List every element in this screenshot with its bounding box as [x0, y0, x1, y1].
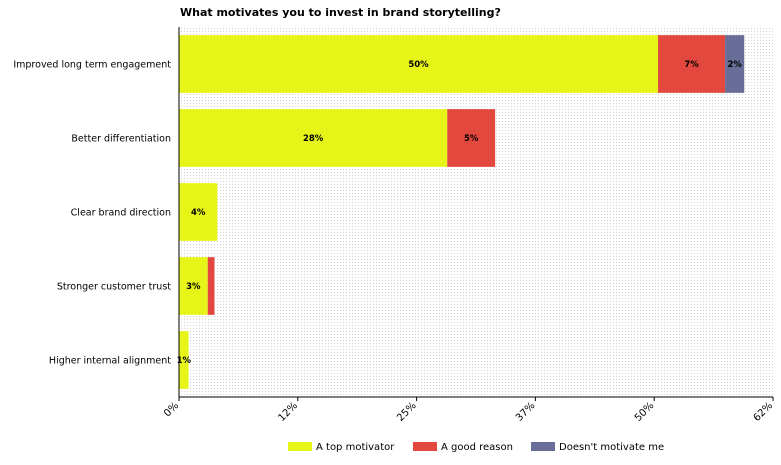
legend-label-0: A top motivator: [316, 442, 395, 453]
bar-4-series-0: [179, 331, 189, 389]
x-tick-label: 12%: [276, 400, 300, 424]
category-label: Higher internal alignment: [49, 356, 171, 367]
bar-0-series-2: [725, 35, 745, 93]
legend-label-2: Doesn't motivate me: [559, 442, 664, 453]
category-label: Clear brand direction: [71, 208, 171, 219]
data-label-0-series-0: 50%: [408, 60, 429, 70]
x-tick-label: 50%: [633, 400, 657, 424]
bar-3-series-1: [207, 257, 215, 315]
bar-3-series-0: [179, 257, 208, 315]
x-tick-label: 25%: [395, 400, 419, 424]
bar-1-series-0: [179, 109, 448, 167]
data-label-3-series-0: 3%: [186, 282, 201, 292]
category-label: Better differentiation: [71, 134, 171, 145]
chart-title: What motivates you to invest in brand st…: [180, 6, 501, 19]
category-label: Improved long term engagement: [13, 60, 171, 71]
bar-0-series-1: [658, 35, 726, 93]
bar-2-series-0: [179, 183, 218, 241]
data-label-0-series-1: 7%: [684, 60, 699, 70]
category-label: Stronger customer trust: [57, 282, 171, 293]
bars-layer: 50% 7% 2% 28% 5% 4% 3% 1%: [177, 35, 745, 389]
data-label-2-series-0: 4%: [191, 208, 206, 218]
data-label-0-series-2: 2%: [727, 60, 742, 70]
legend-swatch-2: [531, 442, 555, 451]
x-tick-label: 37%: [514, 400, 538, 424]
bar-0-series-0: [179, 35, 659, 93]
bar-1-series-1: [447, 109, 496, 167]
legend: A top motivator A good reason Doesn't moti…: [288, 442, 664, 453]
x-tick-label: 0%: [162, 400, 181, 419]
legend-swatch-0: [288, 442, 312, 451]
legend-swatch-1: [413, 442, 437, 451]
data-label-1-series-1: 5%: [464, 134, 479, 144]
axes-layer: Improved long term engagement Better diff…: [13, 27, 775, 424]
x-tick-label: 62%: [752, 400, 776, 424]
data-label-1-series-0: 28%: [303, 134, 324, 144]
data-label-4-series-0: 1%: [177, 356, 192, 366]
legend-label-1: A good reason: [441, 442, 513, 453]
